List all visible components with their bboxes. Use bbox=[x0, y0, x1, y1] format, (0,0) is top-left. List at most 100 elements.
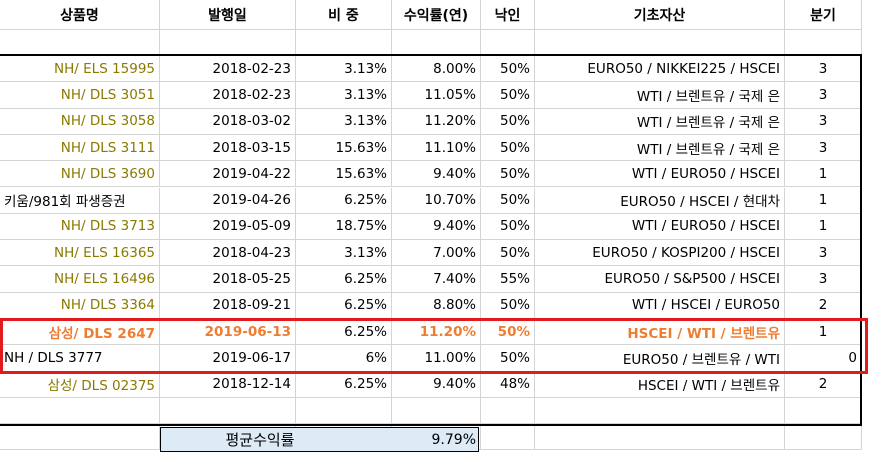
quarter-cell[interactable]: 3 bbox=[785, 134, 862, 162]
header-issue-date[interactable]: 발행일 bbox=[160, 0, 296, 30]
knockin-cell[interactable]: 50% bbox=[481, 240, 535, 267]
return-cell[interactable]: 7.00% bbox=[392, 240, 481, 267]
header-product-name[interactable]: 상품명 bbox=[0, 0, 160, 30]
empty-cell[interactable] bbox=[392, 397, 481, 424]
empty-cell[interactable] bbox=[481, 30, 535, 55]
weight-cell[interactable]: 6.25% bbox=[296, 319, 392, 346]
return-cell[interactable]: 11.20% bbox=[392, 319, 481, 346]
return-cell[interactable]: 11.20% bbox=[392, 108, 481, 135]
weight-cell[interactable]: 6.25% bbox=[296, 371, 392, 398]
weight-cell[interactable]: 6% bbox=[296, 345, 392, 372]
issue-date-cell[interactable]: 2019-06-13 bbox=[160, 319, 296, 346]
product-name-cell[interactable]: 삼성/ DLS 2647 bbox=[0, 319, 160, 346]
quarter-cell[interactable]: 3 bbox=[785, 56, 862, 83]
return-cell[interactable]: 11.10% bbox=[392, 134, 481, 162]
weight-cell[interactable]: 6.25% bbox=[296, 266, 392, 293]
weight-cell[interactable]: 3.13% bbox=[296, 82, 392, 109]
quarter-cell[interactable]: 3 bbox=[785, 82, 862, 109]
product-name-cell[interactable]: NH/ DLS 3111 bbox=[0, 134, 160, 162]
product-name-cell[interactable]: 삼성/ DLS 02375 bbox=[0, 371, 160, 398]
knockin-cell[interactable]: 50% bbox=[481, 161, 535, 188]
product-name-cell[interactable]: NH/ ELS 16496 bbox=[0, 266, 160, 293]
underlying-asset-cell[interactable]: WTI / 브렌트유 / 국제 은 bbox=[535, 134, 785, 162]
issue-date-cell[interactable]: 2018-04-23 bbox=[160, 240, 296, 267]
underlying-asset-cell[interactable]: WTI / HSCEI / EURO50 bbox=[535, 292, 785, 319]
product-name-cell[interactable]: NH/ ELS 15995 bbox=[0, 56, 160, 83]
empty-cell[interactable] bbox=[481, 423, 535, 450]
return-cell[interactable]: 9.40% bbox=[392, 161, 481, 188]
return-cell[interactable]: 11.00% bbox=[392, 345, 481, 372]
empty-cell[interactable] bbox=[785, 423, 862, 450]
underlying-asset-cell[interactable]: EURO50 / HSCEI / 현대차 bbox=[535, 187, 785, 214]
return-cell[interactable]: 10.70% bbox=[392, 187, 481, 214]
issue-date-cell[interactable]: 2018-02-23 bbox=[160, 82, 296, 109]
underlying-asset-cell[interactable]: EURO50 / S&P500 / HSCEI bbox=[535, 266, 785, 293]
issue-date-cell[interactable]: 2018-03-02 bbox=[160, 108, 296, 135]
weight-cell[interactable]: 3.13% bbox=[296, 240, 392, 267]
issue-date-cell[interactable]: 2018-09-21 bbox=[160, 292, 296, 319]
quarter-cell[interactable]: 1 bbox=[785, 319, 862, 346]
empty-cell[interactable] bbox=[785, 397, 862, 424]
issue-date-cell[interactable]: 2018-12-14 bbox=[160, 371, 296, 398]
header-weight[interactable]: 비 중 bbox=[296, 0, 392, 30]
knockin-cell[interactable]: 48% bbox=[481, 371, 535, 398]
issue-date-cell[interactable]: 2019-05-09 bbox=[160, 213, 296, 241]
empty-cell[interactable] bbox=[296, 397, 392, 424]
header-return[interactable]: 수익률(연) bbox=[392, 0, 481, 30]
knockin-cell[interactable]: 50% bbox=[481, 134, 535, 162]
header-underlying-asset[interactable]: 기초자산 bbox=[535, 0, 785, 30]
return-cell[interactable]: 11.05% bbox=[392, 82, 481, 109]
product-name-cell[interactable]: NH/ DLS 3364 bbox=[0, 292, 160, 319]
quarter-cell[interactable]: 0 bbox=[785, 345, 862, 372]
knockin-cell[interactable]: 55% bbox=[481, 266, 535, 293]
empty-cell[interactable] bbox=[160, 30, 296, 55]
knockin-cell[interactable]: 50% bbox=[481, 108, 535, 135]
empty-cell[interactable] bbox=[0, 30, 160, 55]
empty-cell[interactable] bbox=[0, 397, 160, 424]
underlying-asset-cell[interactable]: EURO50 / KOSPI200 / HSCEI bbox=[535, 240, 785, 267]
knockin-cell[interactable]: 50% bbox=[481, 187, 535, 214]
header-knockin[interactable]: 낙인 bbox=[481, 0, 535, 30]
empty-cell[interactable] bbox=[392, 30, 481, 55]
quarter-cell[interactable]: 2 bbox=[785, 292, 862, 319]
quarter-cell[interactable]: 3 bbox=[785, 266, 862, 293]
quarter-cell[interactable]: 3 bbox=[785, 108, 862, 135]
quarter-cell[interactable]: 3 bbox=[785, 240, 862, 267]
knockin-cell[interactable]: 50% bbox=[481, 292, 535, 319]
empty-cell[interactable] bbox=[160, 397, 296, 424]
return-cell[interactable]: 8.80% bbox=[392, 292, 481, 319]
weight-cell[interactable]: 15.63% bbox=[296, 161, 392, 188]
return-cell[interactable]: 7.40% bbox=[392, 266, 481, 293]
weight-cell[interactable]: 18.75% bbox=[296, 213, 392, 241]
underlying-asset-cell[interactable]: WTI / 브렌트유 / 국제 은 bbox=[535, 82, 785, 109]
underlying-asset-cell[interactable]: WTI / EURO50 / HSCEI bbox=[535, 161, 785, 188]
weight-cell[interactable]: 6.25% bbox=[296, 292, 392, 319]
product-name-cell[interactable]: NH/ ELS 16365 bbox=[0, 240, 160, 267]
empty-cell[interactable] bbox=[296, 30, 392, 55]
return-cell[interactable]: 8.00% bbox=[392, 56, 481, 83]
header-quarter[interactable]: 분기 bbox=[785, 0, 862, 30]
knockin-cell[interactable]: 50% bbox=[481, 82, 535, 109]
product-name-cell[interactable]: 키움/981회 파생증권 bbox=[0, 187, 160, 214]
quarter-cell[interactable]: 1 bbox=[785, 213, 862, 241]
weight-cell[interactable]: 3.13% bbox=[296, 56, 392, 83]
empty-cell[interactable] bbox=[0, 423, 160, 450]
product-name-cell[interactable]: NH / DLS 3777 bbox=[0, 345, 160, 372]
weight-cell[interactable]: 15.63% bbox=[296, 134, 392, 162]
quarter-cell[interactable]: 1 bbox=[785, 161, 862, 188]
empty-cell[interactable] bbox=[481, 397, 535, 424]
underlying-asset-cell[interactable]: EURO50 / 브렌트유 / WTI bbox=[535, 345, 785, 372]
issue-date-cell[interactable]: 2019-06-17 bbox=[160, 345, 296, 372]
issue-date-cell[interactable]: 2018-02-23 bbox=[160, 56, 296, 83]
weight-cell[interactable]: 3.13% bbox=[296, 108, 392, 135]
issue-date-cell[interactable]: 2019-04-26 bbox=[160, 187, 296, 214]
knockin-cell[interactable]: 50% bbox=[481, 345, 535, 372]
product-name-cell[interactable]: NH/ DLS 3058 bbox=[0, 108, 160, 135]
quarter-cell[interactable]: 2 bbox=[785, 371, 862, 398]
underlying-asset-cell[interactable]: WTI / EURO50 / HSCEI bbox=[535, 213, 785, 241]
empty-cell[interactable] bbox=[535, 397, 785, 424]
knockin-cell[interactable]: 50% bbox=[481, 319, 535, 346]
issue-date-cell[interactable]: 2018-05-25 bbox=[160, 266, 296, 293]
knockin-cell[interactable]: 50% bbox=[481, 56, 535, 83]
underlying-asset-cell[interactable]: HSCEI / WTI / 브렌트유 bbox=[535, 319, 785, 346]
